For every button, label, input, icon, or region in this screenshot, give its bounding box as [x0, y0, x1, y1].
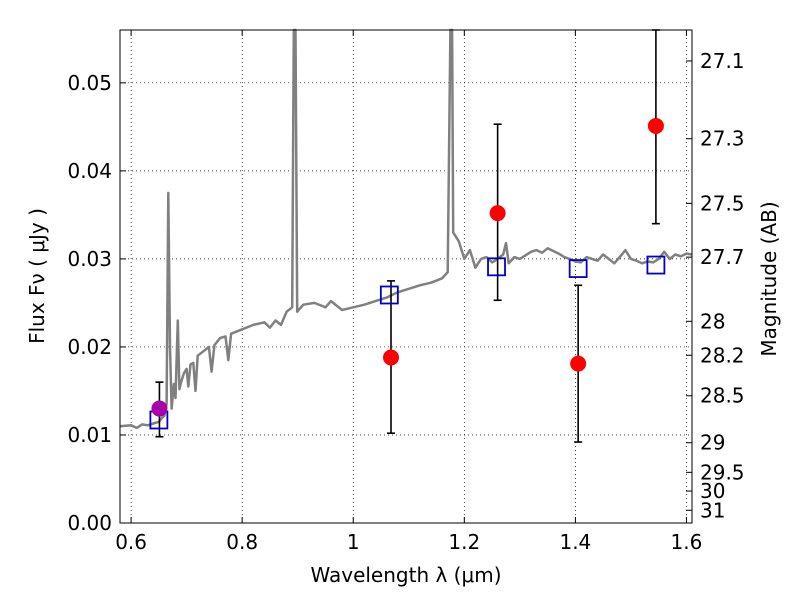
model-point [487, 257, 506, 277]
magnitude-tick-label: 27.3 [700, 127, 745, 151]
magnitude-axis-label: Magnitude (AB) [757, 201, 781, 356]
y-tick-label: 0.03 [67, 247, 112, 271]
model-point [568, 259, 588, 278]
x-axis-label: Wavelength λ (μm) [310, 563, 501, 587]
y-tick-labels: 0.00 0.01 0.02 0.03 0.04 0.05 [67, 71, 112, 535]
model-spectrum [119, 28, 693, 430]
y-tick-label: 0.00 [67, 511, 112, 535]
magnitude-tick-label: 29.5 [700, 460, 745, 484]
x-tick-label: 0.6 [115, 530, 147, 554]
magnitude-tick-label: 27.5 [700, 191, 745, 215]
magnitude-tick-label: 30 [700, 479, 725, 503]
observed-point [383, 349, 400, 366]
magnitude-tick-label: 28 [700, 309, 725, 333]
axis-ticks [120, 30, 692, 524]
x-tick-label: 1.6 [671, 530, 703, 554]
x-tick-label: 0.8 [226, 530, 258, 554]
x-tick-label: 1.4 [559, 530, 591, 554]
plot-frame [119, 29, 693, 524]
magnitude-tick-label: 28.2 [700, 343, 745, 367]
observed-point [647, 117, 664, 134]
x-tick-label: 1 [347, 530, 360, 554]
y-tick-label: 0.01 [67, 423, 112, 447]
observed-point [489, 205, 506, 222]
magnitude-tick-label: 31 [700, 498, 725, 522]
spectrum-line [119, 28, 693, 430]
y-tick-label: 0.05 [67, 71, 112, 95]
observed-point [151, 400, 168, 417]
magnitude-tick-label: 28.5 [700, 384, 745, 408]
observed-point [570, 355, 587, 372]
y-axis-label: Flux Fν ( μJy ) [25, 208, 49, 344]
x-tick-labels: 0.6 0.8 1 1.2 1.4 1.6 [115, 530, 702, 554]
x-tick-label: 1.2 [448, 530, 480, 554]
magnitude-tick-label: 27.1 [700, 49, 745, 73]
magnitude-tick-label: 27.7 [700, 245, 745, 269]
model-point [646, 255, 666, 275]
y-tick-label: 0.04 [67, 159, 112, 183]
model-point [379, 285, 399, 305]
y-tick-label: 0.02 [67, 335, 112, 359]
observed-photometry-points [151, 117, 664, 417]
magnitude-tick-label: 29 [700, 431, 725, 455]
